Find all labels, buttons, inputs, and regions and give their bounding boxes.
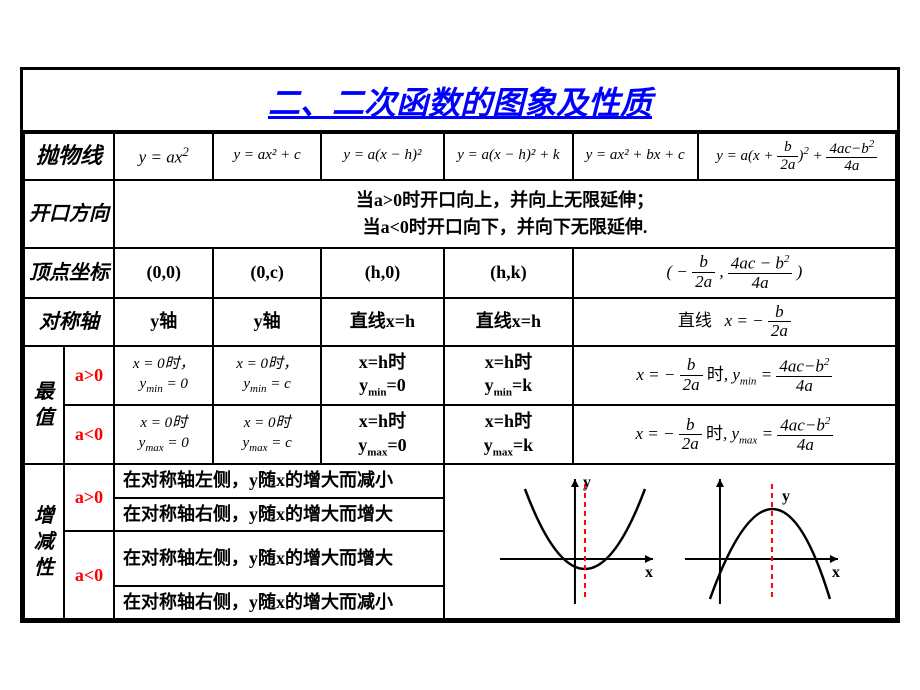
table-frame: 二、二次函数的图象及性质 抛物线 y = ax2 y = ax² + c y =…: [20, 67, 900, 624]
svg-text:y: y: [583, 474, 591, 491]
table-row: 最值 a>0 x = 0时，ymin = 0 x = 0时，ymin = c x…: [24, 346, 896, 405]
table-row: 对称轴 y轴 y轴 直线x=h 直线x=h 直线 x = − b2a: [24, 298, 896, 346]
formula-cell: y = a(x + b2a)2 + 4ac−b24a: [698, 133, 896, 180]
svg-text:y: y: [782, 488, 790, 505]
axis-cell: 直线x=h: [444, 298, 573, 346]
extremum-cell: x=h时ymax=0: [321, 405, 444, 464]
formula-cell: y = ax² + c: [213, 133, 320, 180]
monotonicity-text: 在对称轴左侧，y随x的增大而减小: [114, 464, 444, 497]
extremum-cell: x = − b2a 时, ymax = 4ac−b24a: [573, 405, 896, 464]
svg-text:x: x: [645, 564, 653, 581]
extremum-cell: x = 0时ymax = c: [213, 405, 320, 464]
axis-cell: y轴: [114, 298, 213, 346]
table-row: a<0 x = 0时ymax = 0 x = 0时ymax = c x=h时ym…: [24, 405, 896, 464]
monotonicity-text: 在对称轴右侧，y随x的增大而减小: [114, 586, 444, 619]
extremum-cell: x = 0时，ymin = c: [213, 346, 320, 405]
row-label-monotonicity: 增减性: [24, 464, 64, 619]
parabola-graphs: y x y x: [444, 464, 896, 619]
formula-cell: y = ax2: [114, 133, 213, 180]
extremum-cell: x=h时ymin=0: [321, 346, 444, 405]
table-row: 顶点坐标 (0,0) (0,c) (h,0) (h,k) ( − b2a , 4…: [24, 248, 896, 298]
table-row: 增减性 a>0 在对称轴左侧，y随x的增大而减小 y x: [24, 464, 896, 497]
vertex-cell: ( − b2a , 4ac − b24a ): [573, 248, 896, 298]
formula-cell: y = ax² + bx + c: [573, 133, 698, 180]
extremum-cell: x=h时ymax=k: [444, 405, 573, 464]
vertex-cell: (h,k): [444, 248, 573, 298]
row-label-vertex: 顶点坐标: [24, 248, 114, 298]
opening-direction-text: 当a>0时开口向上，并向上无限延伸； 当a<0时开口向下，并向下无限延伸.: [114, 180, 896, 248]
monotonicity-text: 在对称轴右侧，y随x的增大而增大: [114, 498, 444, 531]
axis-cell: y轴: [213, 298, 320, 346]
properties-table: 抛物线 y = ax2 y = ax² + c y = a(x − h)² y …: [23, 132, 897, 621]
svg-text:x: x: [832, 564, 840, 581]
condition-a-lt-0: a<0: [64, 531, 114, 619]
vertex-cell: (h,0): [321, 248, 444, 298]
condition-a-gt-0: a>0: [64, 464, 114, 531]
extremum-cell: x = 0时，ymin = 0: [114, 346, 213, 405]
axis-cell: 直线x=h: [321, 298, 444, 346]
extremum-cell: x=h时ymin=k: [444, 346, 573, 405]
row-label-axis: 对称轴: [24, 298, 114, 346]
extremum-cell: x = 0时ymax = 0: [114, 405, 213, 464]
row-label-opening: 开口方向: [24, 180, 114, 248]
condition-a-lt-0: a<0: [64, 405, 114, 464]
row-label-extremum: 最值: [24, 346, 64, 465]
extremum-cell: x = − b2a 时, ymin = 4ac−b24a: [573, 346, 896, 405]
page-title: 二、二次函数的图象及性质: [23, 70, 897, 132]
monotonicity-text: 在对称轴左侧，y随x的增大而增大: [114, 531, 444, 586]
vertex-cell: (0,c): [213, 248, 320, 298]
vertex-cell: (0,0): [114, 248, 213, 298]
table-row: 开口方向 当a>0时开口向上，并向上无限延伸； 当a<0时开口向下，并向下无限延…: [24, 180, 896, 248]
formula-cell: y = a(x − h)² + k: [444, 133, 573, 180]
formula-cell: y = a(x − h)²: [321, 133, 444, 180]
row-label-parabola: 抛物线: [24, 133, 114, 180]
axis-cell: 直线 x = − b2a: [573, 298, 896, 346]
table-row: 抛物线 y = ax2 y = ax² + c y = a(x − h)² y …: [24, 133, 896, 180]
condition-a-gt-0: a>0: [64, 346, 114, 405]
